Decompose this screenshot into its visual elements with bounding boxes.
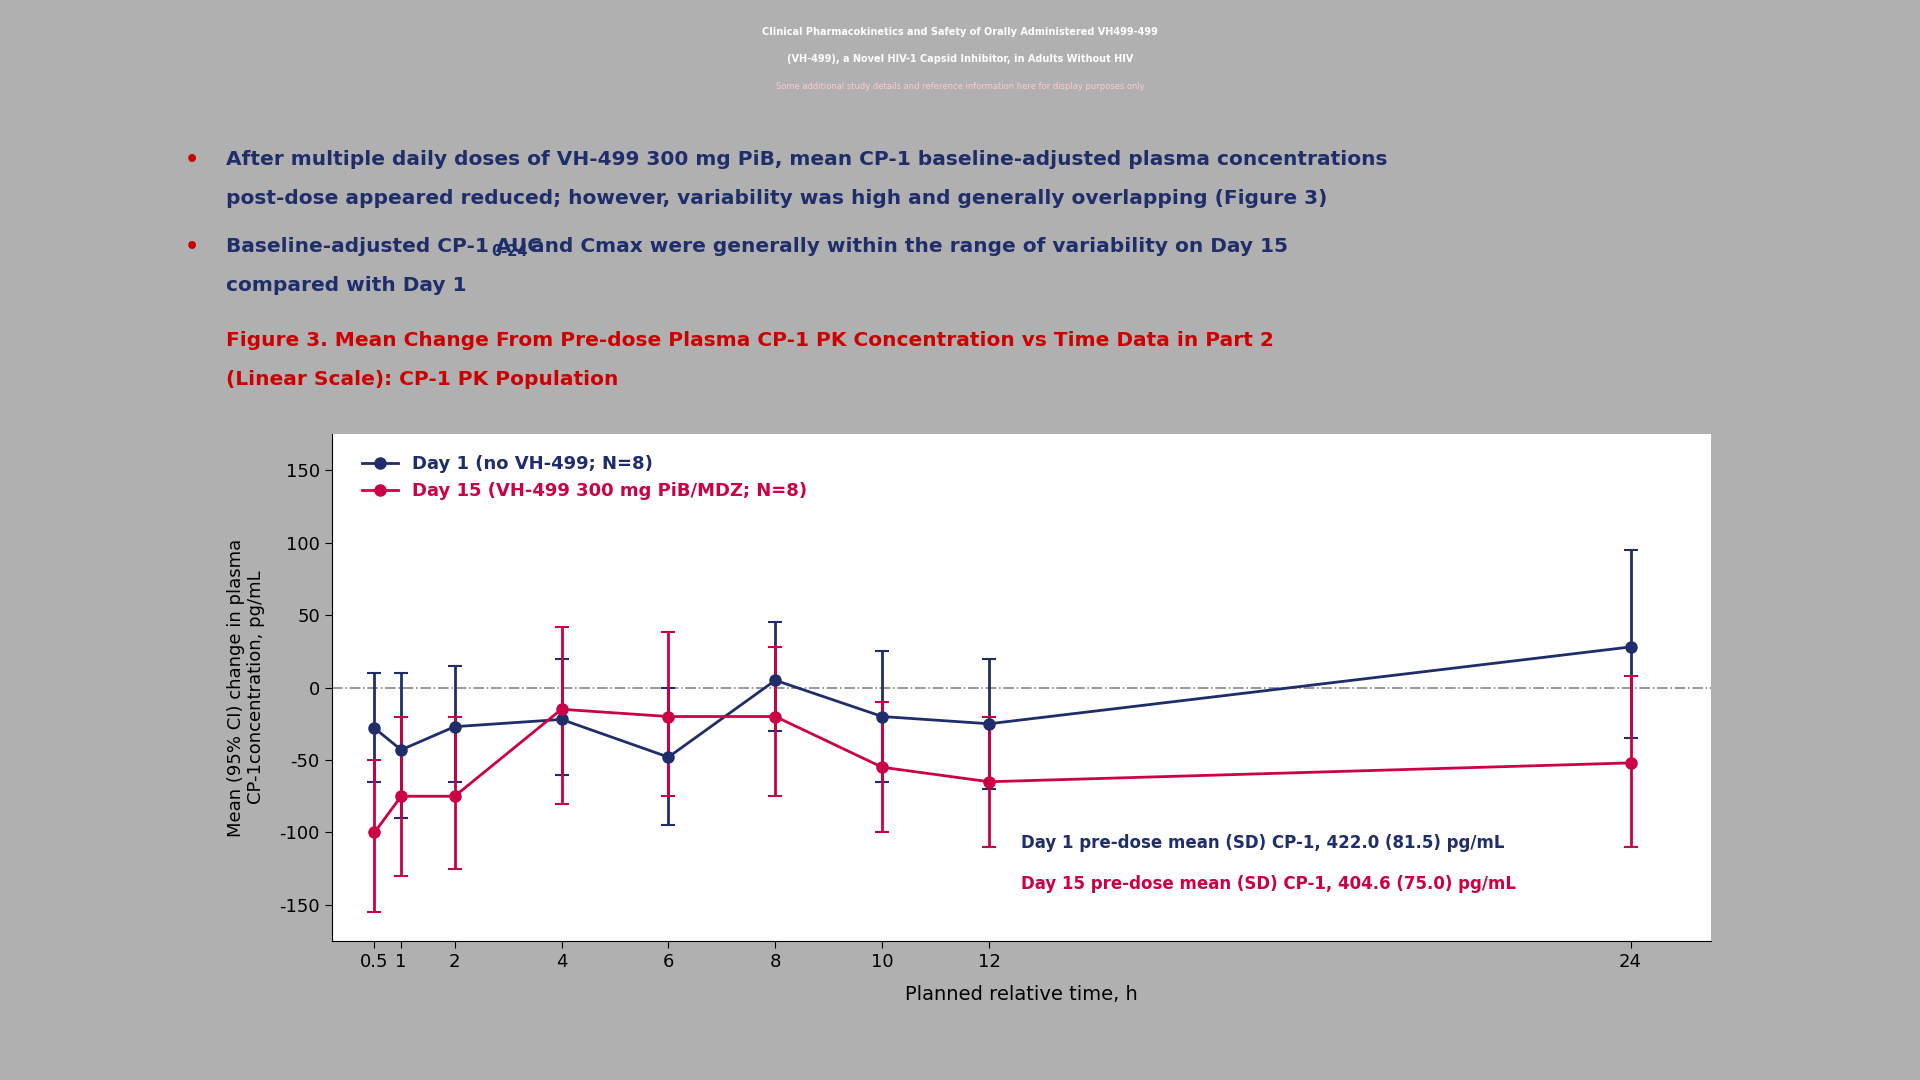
Text: 0-24: 0-24	[492, 244, 528, 259]
Text: Baseline-adjusted CP-1 AUC: Baseline-adjusted CP-1 AUC	[227, 237, 541, 256]
Text: After multiple daily doses of VH-499 300 mg PiB, mean CP-1 baseline-adjusted pla: After multiple daily doses of VH-499 300…	[227, 149, 1386, 168]
Text: and Cmax were generally within the range of variability on Day 15: and Cmax were generally within the range…	[524, 237, 1288, 256]
Text: •: •	[184, 149, 200, 170]
Text: compared with Day 1: compared with Day 1	[227, 276, 467, 295]
Text: post-dose appeared reduced; however, variability was high and generally overlapp: post-dose appeared reduced; however, var…	[227, 189, 1327, 207]
X-axis label: Planned relative time, h: Planned relative time, h	[904, 985, 1137, 1004]
Text: (VH-499), a Novel HIV-1 Capsid Inhibitor, in Adults Without HIV: (VH-499), a Novel HIV-1 Capsid Inhibitor…	[787, 54, 1133, 65]
Text: •: •	[184, 237, 200, 257]
Text: Day 15 pre-dose mean (SD) CP-1, 404.6 (75.0) pg/mL: Day 15 pre-dose mean (SD) CP-1, 404.6 (7…	[1021, 875, 1517, 893]
Y-axis label: Mean (95% CI) change in plasma
CP-1concentration, pg/mL: Mean (95% CI) change in plasma CP-1conce…	[227, 539, 265, 837]
Text: Clinical Pharmacokinetics and Safety of Orally Administered VH499-499: Clinical Pharmacokinetics and Safety of …	[762, 27, 1158, 38]
Text: Figure 3. Mean Change From Pre-dose Plasma CP-1 PK Concentration vs Time Data in: Figure 3. Mean Change From Pre-dose Plas…	[227, 330, 1273, 350]
Text: (Linear Scale): CP-1 PK Population: (Linear Scale): CP-1 PK Population	[227, 370, 618, 389]
Text: Day 1 pre-dose mean (SD) CP-1, 422.0 (81.5) pg/mL: Day 1 pre-dose mean (SD) CP-1, 422.0 (81…	[1021, 835, 1505, 852]
Legend: Day 1 (no VH-499; N=8), Day 15 (VH-499 300 mg PiB/MDZ; N=8): Day 1 (no VH-499; N=8), Day 15 (VH-499 3…	[355, 448, 814, 508]
Text: Some additional study details and reference information here for display purpose: Some additional study details and refere…	[776, 82, 1144, 91]
